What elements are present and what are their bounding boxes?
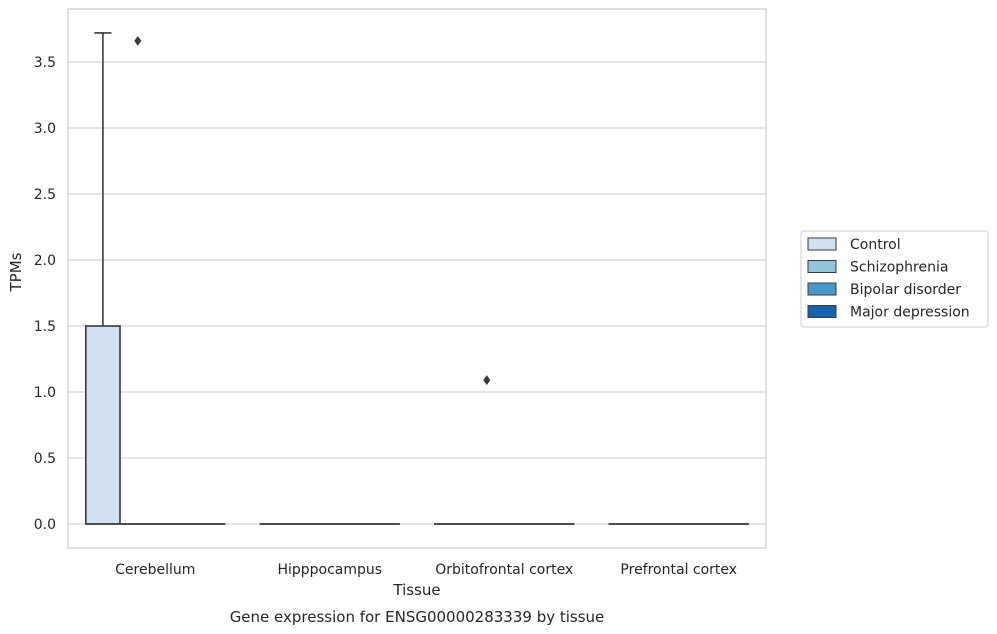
x-tick-label: Orbitofrontal cortex (435, 562, 573, 578)
box-control (84, 32, 121, 525)
legend-swatch (807, 305, 837, 318)
y-tick-labels: 0.0 0.5 1.0 1.5 2.0 2.5 3.0 3.5 (34, 55, 56, 533)
x-tick-label: Prefrontal cortex (620, 562, 737, 578)
x-axis-label: Tissue (392, 581, 440, 599)
legend-label: Major depression (850, 305, 970, 321)
x-tick-label: Hipppocampus (277, 562, 382, 578)
legend-label: Bipolar disorder (850, 282, 961, 298)
y-tick-label: 1.0 (34, 385, 56, 401)
chart-caption: Gene expression for ENSG00000283339 by t… (230, 608, 605, 626)
plot-frame (67, 8, 767, 549)
y-axis-label: TPMs (7, 252, 25, 292)
legend-swatch (807, 282, 837, 296)
boxes (84, 32, 750, 525)
legend-label: Control (850, 237, 901, 253)
y-tick-label: 2.0 (34, 253, 56, 269)
legend-frame (800, 230, 989, 328)
box-body (84, 325, 121, 525)
y-tick-label: 0.5 (34, 451, 56, 467)
outlier-point (134, 35, 142, 46)
y-tick-label: 1.5 (34, 319, 56, 335)
y-tick-label: 3.0 (34, 121, 56, 137)
x-tick-labels: Cerebellum Hipppocampus Orbitofrontal cort… (115, 562, 737, 578)
y-tick-label: 0.0 (34, 517, 56, 533)
legend-swatch (807, 237, 837, 251)
legend-label: Schizophrenia (850, 260, 948, 276)
x-tick-label: Cerebellum (115, 562, 195, 578)
legend-swatch (807, 260, 837, 273)
outlier-point (483, 375, 491, 386)
legend: Control Schizophrenia Bipolar disorder Majo… (800, 230, 989, 328)
y-tick-label: 3.5 (34, 55, 56, 71)
plot-area (68, 9, 766, 548)
gridlines (68, 61, 766, 525)
y-tick-label: 2.5 (34, 187, 56, 203)
